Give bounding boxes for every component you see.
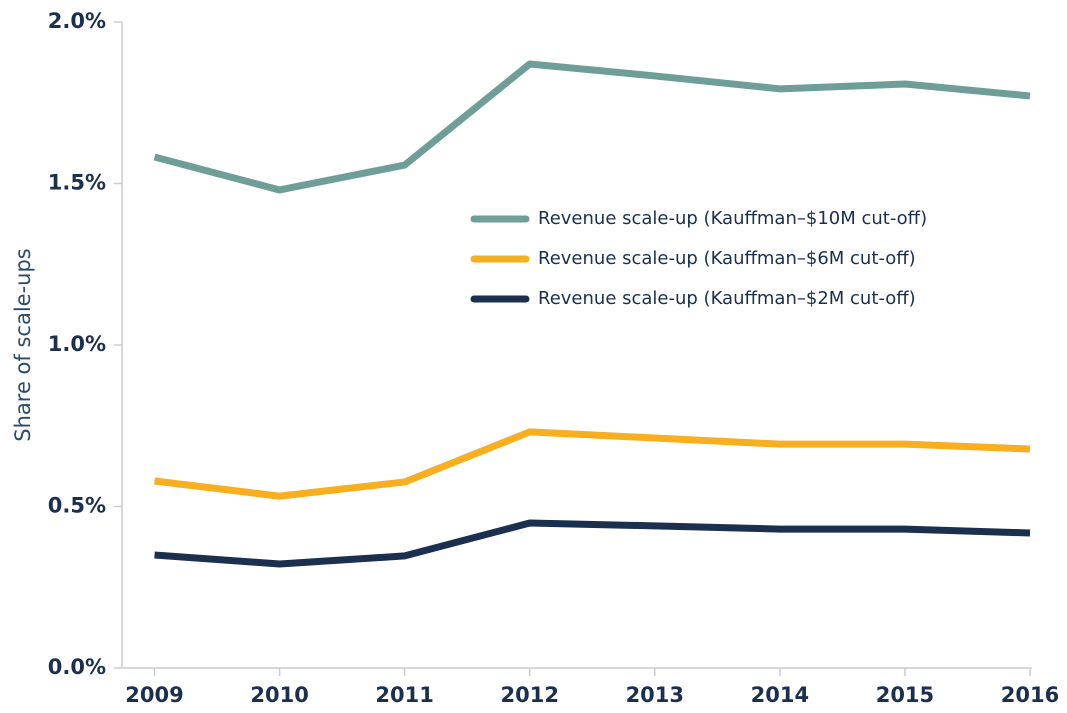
y-tick-label: 0.0% — [48, 655, 106, 679]
x-tick-label: 2012 — [500, 683, 558, 707]
y-tick-label: 1.0% — [48, 332, 106, 356]
series-line — [153, 60, 1031, 194]
x-tick-label: 2015 — [876, 683, 934, 707]
series-line — [154, 428, 1031, 500]
legend-label: Revenue scale-up (Kauffman–$2M cut-off) — [538, 288, 916, 309]
y-tick-label: 0.5% — [48, 494, 106, 518]
x-tick-label: 2014 — [751, 683, 809, 707]
x-tick-label: 2016 — [1001, 683, 1059, 707]
y-tick-label: 1.5% — [48, 171, 106, 195]
legend-label: Revenue scale-up (Kauffman–$6M cut-off) — [538, 248, 916, 269]
y-tick-label: 2.0% — [48, 9, 106, 33]
x-tick-label: 2011 — [375, 683, 433, 707]
legend-label: Revenue scale-up (Kauffman–$10M cut-off) — [538, 208, 927, 229]
y-axis-label: Share of scale-ups — [11, 248, 35, 441]
series-line — [154, 519, 1031, 568]
x-tick-label: 2010 — [250, 683, 308, 707]
x-tick-label: 2013 — [626, 683, 684, 707]
x-tick-label: 2009 — [125, 683, 183, 707]
